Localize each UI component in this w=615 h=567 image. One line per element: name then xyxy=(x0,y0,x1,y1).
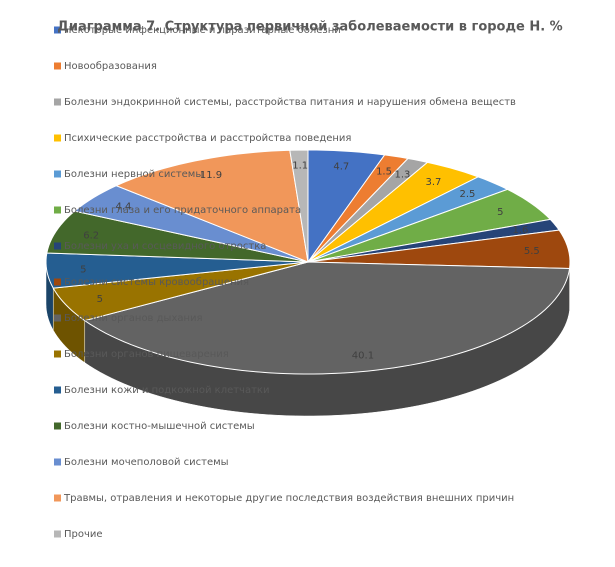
data-label: 1.6 xyxy=(513,225,529,236)
slice xyxy=(114,149,309,263)
legend-label: Травмы, отравления и некоторые другие по… xyxy=(63,493,514,504)
slice xyxy=(307,176,509,263)
legend-swatch xyxy=(54,458,61,466)
slice xyxy=(45,252,309,289)
data-label: 3.7 xyxy=(425,177,441,188)
pie xyxy=(45,149,571,417)
legend-swatch xyxy=(54,278,61,286)
slice xyxy=(307,149,386,264)
legend-swatch xyxy=(54,206,61,214)
legend-label: Некоторые инфекционные и паразитарные бо… xyxy=(64,25,341,36)
legend-swatch xyxy=(54,98,61,106)
legend-label: Болезни кожи и подкожной клетчатки xyxy=(64,385,269,396)
data-label: 1.1 xyxy=(292,161,308,172)
slice xyxy=(52,261,309,322)
slice xyxy=(46,210,309,263)
legend-label: Прочие xyxy=(64,529,103,540)
legend-label: Болезни глаза и его придаточного аппарат… xyxy=(64,205,301,216)
slice xyxy=(83,261,571,375)
legend-label: Болезни системы кровообращения xyxy=(64,277,249,288)
legend-swatch xyxy=(54,170,61,178)
data-label: 5 xyxy=(97,294,103,305)
data-label: 11.9 xyxy=(200,170,222,181)
data-labels: 4.7 1.5 1.3 3.7 2.5 5 1.6 5.5 40.1 5 5 6.2 4.4 11.9 1.… xyxy=(80,161,540,362)
data-label: 4.4 xyxy=(115,202,131,213)
slice xyxy=(73,185,309,263)
legend-swatch xyxy=(54,350,61,358)
legend-swatch xyxy=(54,314,61,322)
legend: Некоторые инфекционные и паразитарные бо… xyxy=(54,25,516,540)
legend-label: Болезни органов пищеварения xyxy=(64,349,229,360)
legend-swatch xyxy=(54,242,61,250)
legend-label: Болезни уха и сосцевидного отростка xyxy=(64,241,266,252)
data-label: 1.3 xyxy=(395,170,411,181)
legend-label: Психические расстройства и расстройства … xyxy=(64,133,351,144)
data-label: 6.2 xyxy=(83,231,99,242)
legend-swatch xyxy=(54,494,61,502)
data-label: 40.1 xyxy=(352,350,374,361)
legend-label: Болезни мочеполовой системы xyxy=(64,457,229,468)
legend-label: Болезни эндокринной системы, расстройств… xyxy=(64,97,516,108)
data-label: 2.5 xyxy=(459,189,475,200)
slice xyxy=(307,229,571,270)
legend-swatch xyxy=(54,422,61,430)
slice xyxy=(289,149,309,263)
legend-swatch xyxy=(54,134,61,142)
data-label: 5 xyxy=(497,207,503,218)
legend-label: Болезни органов дыхания xyxy=(64,313,203,324)
legend-label: Болезни нервной системы xyxy=(64,169,203,180)
legend-label: Болезни костно-мышечной системы xyxy=(64,421,255,432)
legend-swatch xyxy=(54,386,61,394)
data-label: 5.5 xyxy=(524,246,540,257)
data-label: 4.7 xyxy=(333,162,349,173)
slice xyxy=(307,161,480,263)
chart-title: Диаграмма 7. Структура первичной заболев… xyxy=(57,20,562,35)
data-label: 1.5 xyxy=(376,166,392,177)
legend-swatch xyxy=(54,62,61,70)
legend-swatch xyxy=(54,26,61,34)
slice xyxy=(307,188,552,263)
legend-swatch xyxy=(54,530,61,538)
data-label: 5 xyxy=(80,264,86,275)
legend-label: Новообразования xyxy=(64,61,157,72)
